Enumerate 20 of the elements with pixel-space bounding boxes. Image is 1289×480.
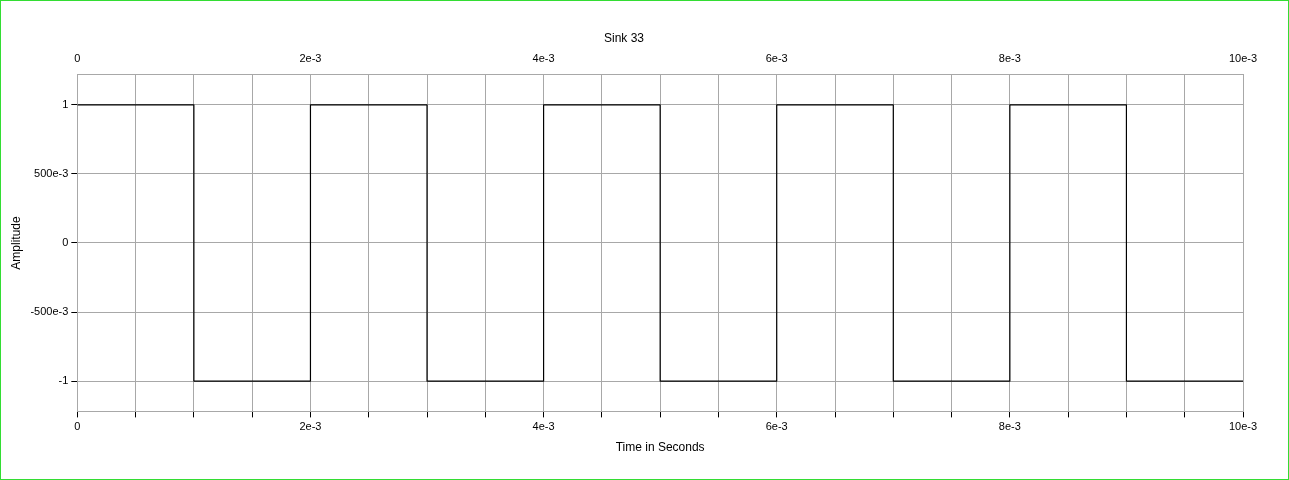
- y-tick-label: 500e-3: [34, 167, 69, 180]
- y-tick-label: 0: [62, 236, 69, 249]
- x2-tick-label: 0: [74, 52, 81, 65]
- y-axis-title: Amplitude: [8, 216, 23, 270]
- x2-tick-label: 2e-3: [299, 52, 322, 65]
- x-tick-label: 8e-3: [998, 420, 1021, 433]
- x2-tick-label: 10e-3: [1228, 52, 1258, 65]
- y-tick-label: -1: [58, 374, 69, 387]
- x-tick-label: 0: [74, 420, 81, 433]
- x-tick-label: 10e-3: [1228, 420, 1258, 433]
- x2-tick-label: 8e-3: [998, 52, 1021, 65]
- x-tick-label: 4e-3: [532, 420, 555, 433]
- y-tick-label: -500e-3: [30, 305, 69, 318]
- x2-tick-label: 4e-3: [532, 52, 555, 65]
- y-tick-label: 1: [62, 98, 69, 110]
- x-tick-label: 6e-3: [765, 420, 788, 433]
- x-tick-label: 2e-3: [299, 420, 322, 433]
- x-axis-title: Time in Seconds: [615, 440, 705, 455]
- chart-title: Sink 33: [603, 30, 645, 45]
- x2-tick-label: 6e-3: [765, 52, 788, 65]
